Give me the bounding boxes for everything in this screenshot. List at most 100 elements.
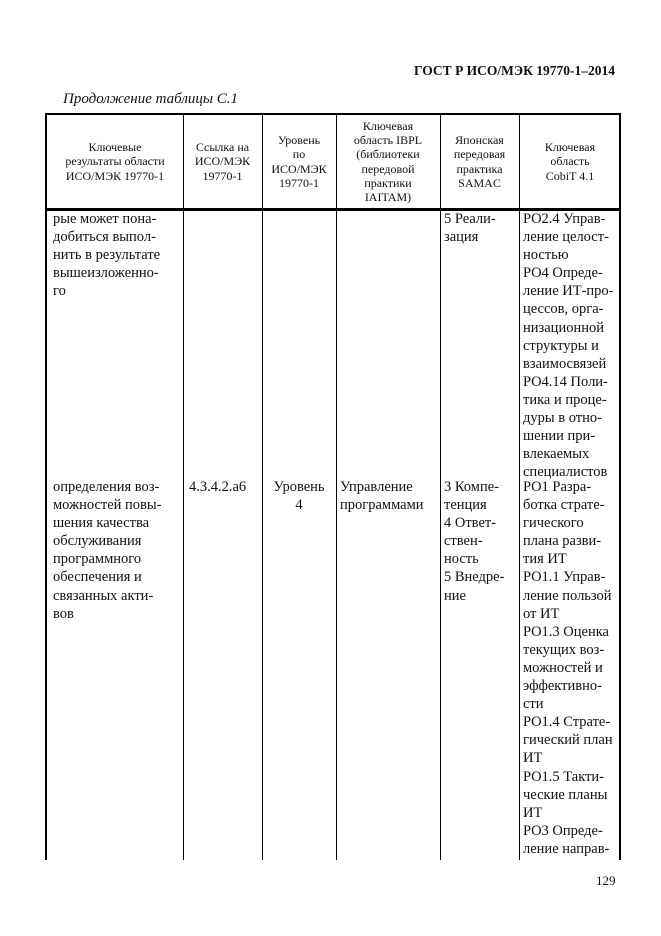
row2-cobit: PO1 Разра-ботка страте-гического плана ра… (523, 478, 613, 858)
text-line: тика и проце- (523, 391, 607, 408)
column-header-level: Уровень по ИСО/МЭК 19770-1 (262, 115, 336, 208)
text-line: PO2.4 Управ- (523, 211, 606, 227)
column-header-cobit: Ключевая область CobiT 4.1 (519, 115, 621, 208)
text-line: 19770-1 (202, 168, 243, 183)
text-line: PO4.14 Поли- (523, 373, 608, 390)
text-line: ние (444, 587, 466, 604)
row2-level: Уровень 4 (262, 478, 336, 514)
text-line: ление ИТ-про- (523, 283, 614, 300)
text-line: специалистов (523, 464, 608, 481)
text-line: PO4 Опреде- (523, 265, 603, 282)
text-line: сти (523, 696, 544, 713)
row2-ibpl: Управление программами (340, 478, 424, 514)
row2-reference: 4.3.4.2.a6 (189, 478, 246, 496)
text-line: PO1.5 Такти- (523, 768, 604, 785)
text-line: добиться выпол- (53, 229, 156, 246)
text-line: ИСО/МЭК 19770-1 (65, 168, 165, 183)
row2-result: определения воз-можностей повы-шения кач… (53, 478, 161, 623)
text-line: ческие планы (523, 786, 608, 803)
text-line: программного (53, 551, 142, 568)
text-line: ление направ- (523, 840, 610, 857)
row1-samac: 5 Реали-зация (444, 210, 496, 246)
text-line: гический план (523, 732, 613, 749)
column-divider (336, 115, 337, 860)
standard-designation: ГОСТ Р ИСО/МЭК 19770-1–2014 (414, 63, 615, 78)
text-line: PO1.3 Оценка (523, 623, 609, 640)
text-line: PO1 Разра- (523, 479, 592, 495)
table-caption: Продолжение таблицы С.1 (63, 91, 239, 107)
text-line: по (292, 147, 306, 162)
text-line: PO1.1 Управ- (523, 569, 606, 586)
row1-result: рые может пона-добиться выпол-нить в рез… (53, 210, 160, 300)
text-line: цессов, орга- (523, 301, 604, 318)
text-line: го (53, 283, 66, 300)
text-line: PO3 Опреде- (523, 822, 603, 839)
text-line: область IBPL (353, 132, 423, 147)
text-line: Ключевая (362, 118, 414, 133)
text-line: 4 Ответ- (444, 515, 497, 532)
column-divider (440, 115, 441, 860)
text-line: ностью (523, 247, 569, 264)
column-divider (519, 115, 520, 860)
text-line: вышеизложенно- (53, 265, 159, 282)
text-line: 3 Компе- (444, 479, 499, 495)
text-line: влекаемых (523, 446, 590, 463)
text-line: 4.3.4.2.a6 (189, 479, 247, 495)
text-line: Управление (340, 479, 413, 495)
text-line: CobiT 4.1 (545, 168, 595, 183)
text-line: рые может пона- (53, 211, 157, 227)
column-header-samac: Японская передовая практика SAMAC (440, 115, 519, 208)
text-line: можностей повы- (53, 497, 162, 514)
text-line: Ключевые (88, 140, 142, 155)
text-line: ИТ (523, 750, 543, 767)
text-line: 5 Реали- (444, 211, 496, 227)
text-line: ление пользой (523, 587, 612, 604)
text-line: низационной (523, 319, 604, 336)
text-line: обеспечения и (53, 569, 142, 586)
header-separator (47, 208, 619, 211)
text-line: Ключевая (544, 140, 596, 155)
text-line: связанных акти- (53, 587, 154, 604)
column-header-ibpl: Ключевая область IBPL (библиотеки передовой… (336, 115, 440, 208)
column-divider (262, 115, 263, 860)
text-line: можностей и (523, 659, 603, 676)
text-line: взаимосвязей (523, 355, 607, 372)
text-line: ствен- (444, 533, 483, 550)
text-line: от ИТ (523, 605, 560, 622)
text-line: нить в результате (53, 247, 161, 264)
row2-samac: 3 Компе-тенция 4 Ответ-ствен-ность 5 Внедр… (444, 478, 504, 605)
text-line: плана разви- (523, 533, 602, 550)
text-line: 4 (295, 497, 303, 514)
text-line: обслуживания (53, 533, 142, 550)
text-line: передовой (361, 161, 415, 176)
text-line: шении при- (523, 428, 596, 445)
text-line: область (550, 154, 590, 169)
table: Ключевые результаты области ИСО/МЭК 19770-… (45, 113, 621, 860)
text-line: SAMAC (458, 175, 501, 190)
text-line: передовая (453, 147, 506, 162)
text-line: определения воз- (53, 479, 160, 495)
text-line: (библиотеки (356, 147, 420, 162)
text-line: текущих воз- (523, 641, 605, 658)
text-line: результаты области (65, 154, 165, 169)
text-line: ИТ (523, 804, 543, 821)
text-line: практики (364, 175, 412, 190)
column-header-reference: Ссылка на ИСО/МЭК 19770-1 (183, 115, 262, 208)
text-line: зация (444, 229, 479, 246)
text-line: Ссылка на (195, 140, 250, 155)
text-line: ИСО/МЭК (194, 154, 251, 169)
text-line: тенция (444, 497, 487, 514)
column-header-results: Ключевые результаты области ИСО/МЭК 19770-… (47, 115, 183, 208)
text-line: ление целост- (523, 229, 609, 246)
text-line: Уровень (273, 479, 325, 495)
text-line: ИСО/МЭК (271, 161, 327, 176)
text-line: шения качества (53, 515, 150, 532)
text-line: 5 Внедре- (444, 569, 505, 586)
text-line: эффективно- (523, 678, 602, 695)
text-line: практика (456, 161, 503, 176)
text-line: гического (523, 515, 584, 532)
text-line: Уровень (277, 132, 321, 147)
page-number: 129 (596, 873, 616, 888)
text-line: дуры в отно- (523, 410, 602, 427)
text-line: структуры и (523, 337, 599, 354)
